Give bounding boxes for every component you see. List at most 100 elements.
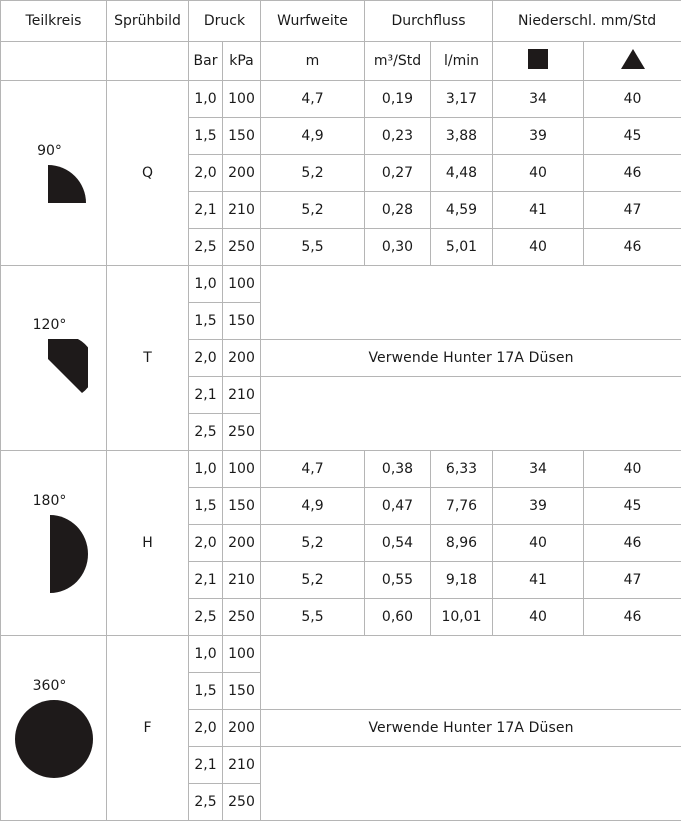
kpa-cell: 200 <box>223 340 261 377</box>
flow-lmin-cell: 6,33 <box>431 451 493 488</box>
header-durchfluss: Durchfluss <box>365 1 493 42</box>
header-empty-spruhbild <box>107 42 189 81</box>
flow-lmin-cell: 9,18 <box>431 562 493 599</box>
kpa-cell: 100 <box>223 266 261 303</box>
kpa-cell: 210 <box>223 377 261 414</box>
empty-data-cell <box>261 747 681 821</box>
bar-cell: 2,5 <box>189 229 223 266</box>
kpa-cell: 150 <box>223 303 261 340</box>
teilkreis-cell: 90° <box>1 81 107 266</box>
teilkreis-value: 360° <box>33 678 67 694</box>
precip-triangle-cell: 47 <box>584 192 681 229</box>
teilkreis-cell: 120° <box>1 266 107 451</box>
quarter-circle-icon <box>48 165 86 203</box>
flow-lmin-cell: 10,01 <box>431 599 493 636</box>
bar-cell: 2,0 <box>189 155 223 192</box>
header-empty-teilkreis <box>1 42 107 81</box>
precip-square-cell: 40 <box>493 155 584 192</box>
precip-square-cell: 34 <box>493 451 584 488</box>
teilkreis-value: 90° <box>37 143 62 159</box>
header-unit-lmin: l/min <box>431 42 493 81</box>
empty-data-cell <box>261 377 681 451</box>
flow-lmin-cell: 4,59 <box>431 192 493 229</box>
flow-m3-cell: 0,27 <box>365 155 431 192</box>
header-square-symbol <box>493 42 584 81</box>
header-row-units: Bar kPa m m³/Std l/min <box>1 42 681 81</box>
bar-cell: 2,1 <box>189 562 223 599</box>
spruhbild-cell: F <box>107 636 189 821</box>
kpa-cell: 200 <box>223 525 261 562</box>
teilkreis-value: 120° <box>33 317 67 333</box>
teilkreis-cell: 360° <box>1 636 107 821</box>
bar-cell: 1,0 <box>189 451 223 488</box>
kpa-cell: 200 <box>223 155 261 192</box>
header-row-primary: Teilkreis Sprühbild Druck Wurfweite Durc… <box>1 1 681 42</box>
wurfweite-cell: 5,5 <box>261 599 365 636</box>
wurfweite-cell: 5,2 <box>261 562 365 599</box>
bar-cell: 2,5 <box>189 784 223 821</box>
precip-square-cell: 41 <box>493 562 584 599</box>
spruhbild-cell: T <box>107 266 189 451</box>
bar-cell: 1,5 <box>189 488 223 525</box>
kpa-cell: 210 <box>223 747 261 784</box>
header-unit-kpa: kPa <box>223 42 261 81</box>
bar-cell: 2,0 <box>189 525 223 562</box>
kpa-cell: 210 <box>223 562 261 599</box>
square-icon <box>528 49 548 73</box>
spruhbild-cell: Q <box>107 81 189 266</box>
flow-m3-cell: 0,54 <box>365 525 431 562</box>
flow-m3-cell: 0,60 <box>365 599 431 636</box>
flow-lmin-cell: 4,48 <box>431 155 493 192</box>
kpa-cell: 100 <box>223 81 261 118</box>
precip-triangle-cell: 45 <box>584 118 681 155</box>
wurfweite-cell: 5,5 <box>261 229 365 266</box>
nozzle-note: Verwende Hunter 17A Düsen <box>261 340 681 377</box>
flow-m3-cell: 0,30 <box>365 229 431 266</box>
bar-cell: 2,1 <box>189 747 223 784</box>
flow-m3-cell: 0,47 <box>365 488 431 525</box>
precip-square-cell: 40 <box>493 525 584 562</box>
flow-lmin-cell: 8,96 <box>431 525 493 562</box>
header-triangle-symbol <box>584 42 681 81</box>
bar-cell: 1,0 <box>189 266 223 303</box>
empty-data-cell <box>261 266 681 340</box>
bar-cell: 1,5 <box>189 673 223 710</box>
header-teilkreis: Teilkreis <box>1 1 107 42</box>
bar-cell: 1,0 <box>189 81 223 118</box>
kpa-cell: 250 <box>223 784 261 821</box>
kpa-cell: 100 <box>223 451 261 488</box>
kpa-cell: 150 <box>223 118 261 155</box>
precip-triangle-cell: 40 <box>584 81 681 118</box>
flow-m3-cell: 0,38 <box>365 451 431 488</box>
flow-m3-cell: 0,28 <box>365 192 431 229</box>
flow-lmin-cell: 3,88 <box>431 118 493 155</box>
header-unit-m3std: m³/Std <box>365 42 431 81</box>
precip-triangle-cell: 46 <box>584 229 681 266</box>
kpa-cell: 250 <box>223 414 261 451</box>
precip-square-cell: 39 <box>493 488 584 525</box>
header-unit-bar: Bar <box>189 42 223 81</box>
bar-cell: 1,5 <box>189 118 223 155</box>
teilkreis-value: 180° <box>33 493 67 509</box>
kpa-cell: 250 <box>223 599 261 636</box>
precip-square-cell: 40 <box>493 229 584 266</box>
spruhbild-cell: H <box>107 451 189 636</box>
precip-square-cell: 39 <box>493 118 584 155</box>
wurfweite-cell: 4,7 <box>261 81 365 118</box>
bar-cell: 2,1 <box>189 377 223 414</box>
bar-cell: 2,5 <box>189 414 223 451</box>
precip-square-cell: 40 <box>493 599 584 636</box>
precip-square-cell: 41 <box>493 192 584 229</box>
bar-cell: 2,1 <box>189 192 223 229</box>
precip-triangle-cell: 47 <box>584 562 681 599</box>
precip-triangle-cell: 45 <box>584 488 681 525</box>
bar-cell: 1,5 <box>189 303 223 340</box>
wurfweite-cell: 5,2 <box>261 525 365 562</box>
header-druck: Druck <box>189 1 261 42</box>
wurfweite-cell: 5,2 <box>261 192 365 229</box>
precip-square-cell: 34 <box>493 81 584 118</box>
precip-triangle-cell: 46 <box>584 525 681 562</box>
third-circle-icon <box>48 339 88 399</box>
